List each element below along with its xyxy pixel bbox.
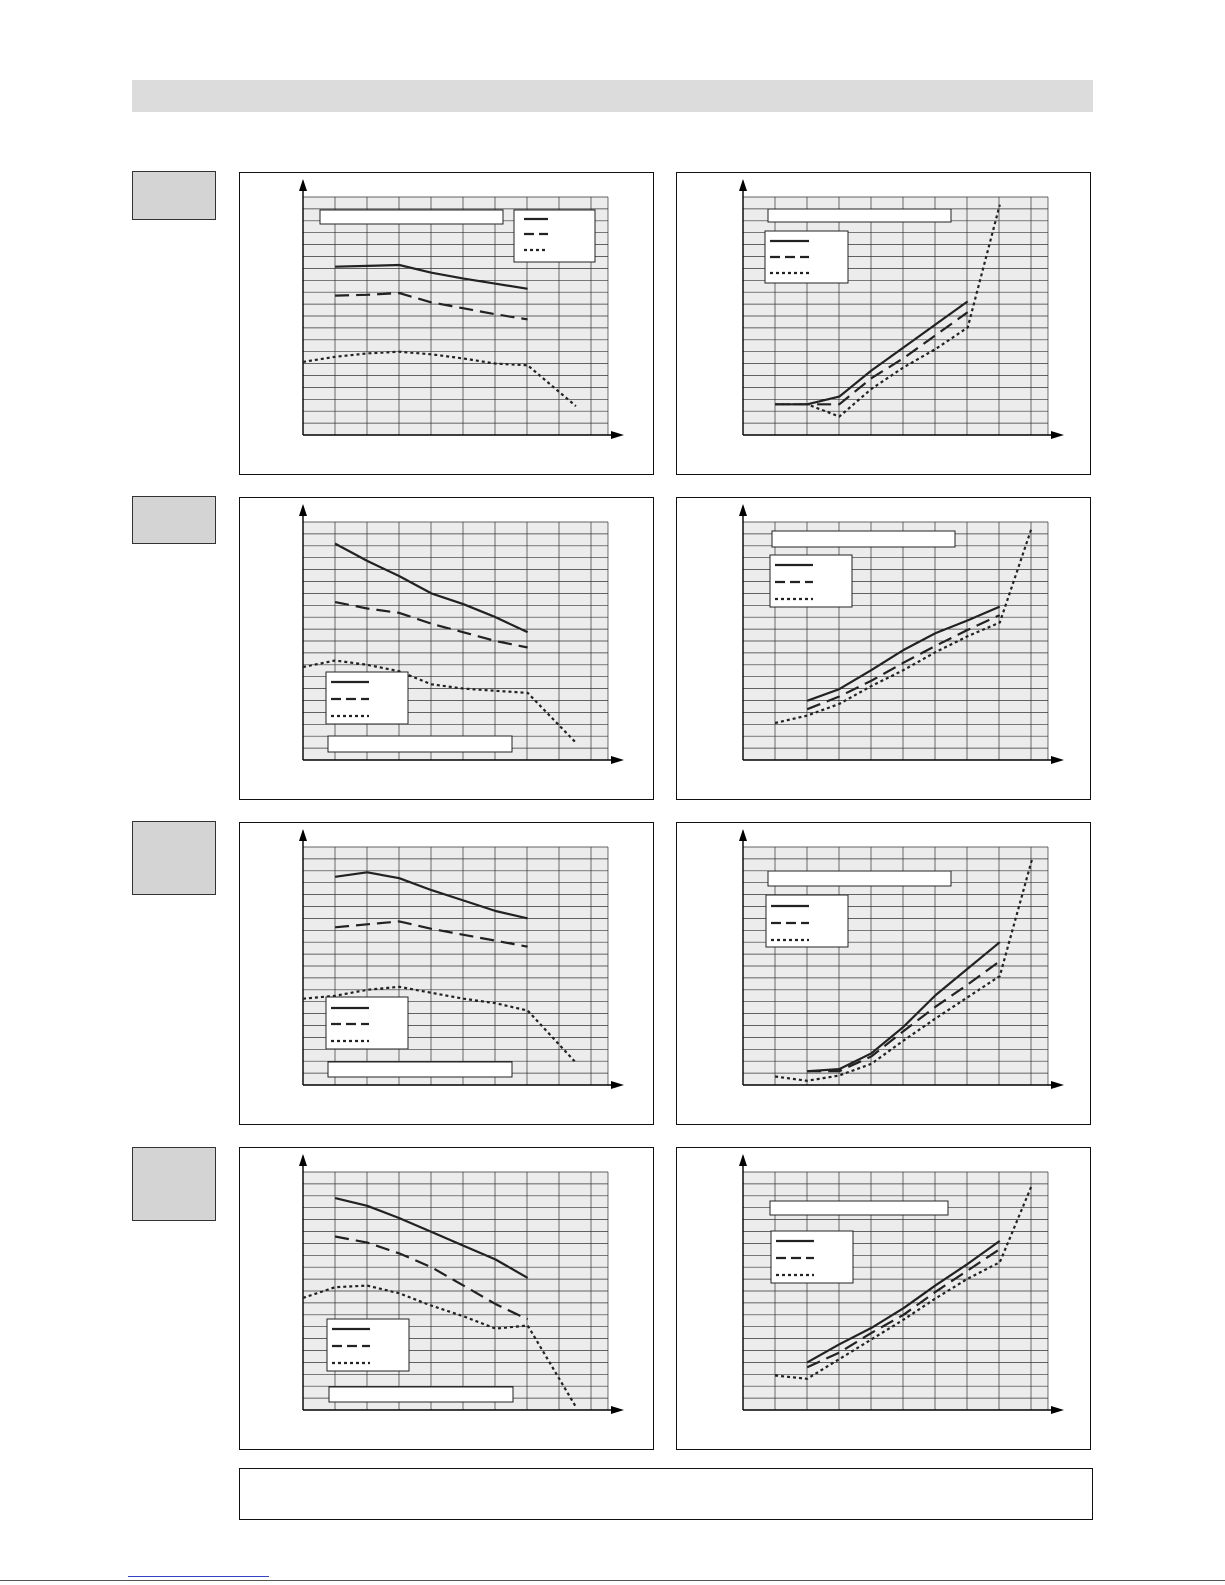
row-label-3 [132, 821, 216, 895]
grid [303, 1171, 609, 1410]
series-line-2-dashed [334, 1235, 529, 1321]
series-line-3-dotted [775, 204, 1001, 418]
page-bottom-rule [0, 1580, 1225, 1581]
x-axis-arrow [1051, 1406, 1064, 1414]
y-axis-arrow [739, 1154, 747, 1166]
series-line-2-dashed [335, 291, 528, 321]
x-axis-arrow [1051, 431, 1064, 439]
series-line-3-dotted [774, 859, 1033, 1082]
chart-svg [739, 504, 1064, 764]
chart-svg [299, 1154, 624, 1414]
footer-note-box [239, 1468, 1093, 1520]
legend [764, 230, 849, 284]
series-line-2-dashed [806, 1248, 1001, 1369]
chart-title-box [771, 530, 956, 548]
chart-panel-5 [239, 822, 654, 1125]
legend-box [765, 894, 849, 948]
legend [325, 996, 409, 1050]
x-axis-arrow [611, 756, 624, 764]
x-axis-arrow [1051, 1081, 1064, 1089]
x-axis-arrow [611, 1081, 624, 1089]
chart-title-box [767, 208, 952, 223]
chart-panel-4 [676, 497, 1091, 800]
axes [742, 181, 1060, 436]
series-line-3-dotted [774, 1184, 1033, 1380]
row-label-4 [132, 1147, 216, 1221]
series-line-3-dotted [302, 659, 577, 744]
page-footer-link-underline [128, 1576, 269, 1577]
chart-svg [739, 1154, 1064, 1414]
legend [765, 894, 849, 948]
row-label-1 [132, 171, 216, 220]
chart-panel-7 [239, 1147, 654, 1450]
y-axis-arrow [739, 504, 747, 516]
chart-title-box [769, 1200, 949, 1216]
y-axis-arrow [299, 179, 307, 191]
series-line-1-solid [806, 605, 1001, 702]
series-line-2-dashed [334, 601, 528, 649]
series-line-1-solid [334, 542, 529, 634]
chart-panel-6 [676, 822, 1091, 1125]
legend [769, 554, 853, 608]
series-line-3-dotted [302, 350, 577, 407]
chart-panel-2 [676, 172, 1091, 475]
axes [742, 506, 1060, 761]
legend [770, 1230, 854, 1284]
chart-title-box [327, 735, 513, 753]
grid [303, 196, 609, 435]
x-axis-arrow [611, 1406, 624, 1414]
series-line-3-dotted [774, 526, 1033, 725]
legend-box [513, 209, 596, 263]
series-line-2-dashed [807, 960, 1001, 1073]
series-line-2-dashed [334, 920, 528, 948]
legend [326, 1318, 410, 1372]
chart-svg [739, 829, 1064, 1089]
chart-svg [739, 179, 1064, 439]
chart-panel-8 [676, 1147, 1091, 1450]
x-axis-arrow [1051, 756, 1064, 764]
chart-svg [299, 179, 624, 439]
y-axis-arrow [299, 504, 307, 516]
chart-title-box [328, 1386, 514, 1403]
series-line-3-dotted [302, 985, 577, 1064]
series-line-1-solid [807, 941, 1001, 1073]
grid [743, 196, 1049, 435]
legend [325, 671, 409, 725]
y-axis-arrow [739, 179, 747, 191]
series-line-3-dotted [302, 1284, 577, 1408]
y-axis-arrow [299, 1154, 307, 1166]
chart-title-box [767, 870, 952, 887]
axes [302, 506, 620, 761]
chart-title-box [327, 1061, 513, 1078]
axes [302, 181, 620, 436]
series-line-2-dashed [806, 614, 1001, 711]
y-axis-arrow [739, 829, 747, 841]
chart-title-box [319, 209, 504, 225]
chart-svg [299, 504, 624, 764]
chart-svg [299, 829, 624, 1089]
axes [302, 1156, 620, 1411]
section-header-bar [132, 80, 1093, 112]
legend [513, 209, 596, 263]
series-line-1-solid [806, 1240, 1001, 1364]
chart-panel-3 [239, 497, 654, 800]
chart-panel-1 [239, 172, 654, 475]
x-axis-arrow [611, 431, 624, 439]
series-line-1-solid [335, 263, 528, 290]
series-line-1-solid [334, 871, 528, 920]
axes [742, 831, 1060, 1086]
axes [742, 1156, 1060, 1411]
y-axis-arrow [299, 829, 307, 841]
row-label-2 [132, 496, 216, 544]
axes [302, 831, 620, 1086]
series-line-1-solid [334, 1197, 529, 1279]
